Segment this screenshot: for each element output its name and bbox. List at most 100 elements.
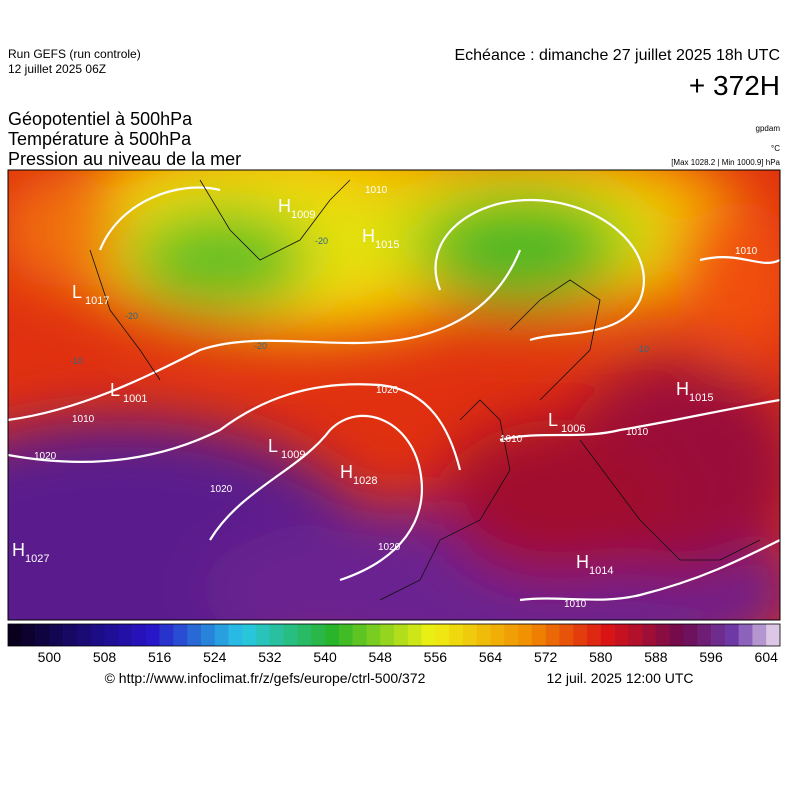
colorbar-swatch xyxy=(338,624,353,646)
colorbar-swatch xyxy=(628,624,643,646)
colorbar-swatch xyxy=(683,624,698,646)
center-pressure: 1028 xyxy=(353,475,377,487)
colorbar-swatch xyxy=(531,624,546,646)
colorbar-swatch xyxy=(600,624,615,646)
isobar-label: 1010 xyxy=(365,185,388,196)
lead-time: + 372H xyxy=(689,70,780,101)
isobars xyxy=(8,186,780,602)
title: Géopotentiel à 500hPa xyxy=(8,109,193,129)
isobar-label: 1010 xyxy=(500,434,523,445)
colorbar-swatch xyxy=(655,624,671,646)
temperature-label: -20 xyxy=(254,341,267,351)
isobar-label: 1020 xyxy=(34,451,57,462)
center-letter: H xyxy=(12,540,25,560)
colorbar-tick-label: 604 xyxy=(755,649,779,665)
colorbar-swatch xyxy=(49,624,64,646)
title: Température à 500hPa xyxy=(8,129,192,149)
center-pressure: 1027 xyxy=(25,553,49,565)
colorbar-swatch xyxy=(435,624,450,646)
colorbar-tick-label: 508 xyxy=(93,649,117,665)
colorbar-swatch xyxy=(35,624,50,646)
isobar-label: 1020 xyxy=(376,385,399,396)
colorbar-swatch xyxy=(421,624,436,646)
colorbar-swatch xyxy=(201,624,216,646)
colorbar-swatch xyxy=(311,624,326,646)
colorbar-tick-label: 596 xyxy=(699,649,723,665)
colorbar-swatch xyxy=(173,624,188,646)
colorbar-tick-label: 588 xyxy=(644,649,668,665)
center-pressure: 1015 xyxy=(375,239,399,251)
isobar-label: 1010 xyxy=(564,599,587,610)
colorbar-swatch xyxy=(90,624,105,646)
map xyxy=(8,170,780,620)
center-letter: H xyxy=(576,552,589,572)
source: © http://www.infoclimat.fr/z/gefs/europe… xyxy=(105,670,426,686)
colorbar-swatch xyxy=(394,624,409,646)
colorbar-swatch xyxy=(145,624,160,646)
colorbar-swatch xyxy=(573,624,588,646)
colorbar-frame xyxy=(7,623,781,647)
colorbar-swatch xyxy=(297,624,312,646)
temperature-label: -10 xyxy=(636,344,649,354)
colorbar-swatch xyxy=(642,624,657,646)
colorbar-swatch xyxy=(269,624,285,646)
center-letter: H xyxy=(278,196,291,216)
colorbar-swatch xyxy=(118,624,133,646)
colorbar-swatch xyxy=(545,624,560,646)
center-letter: H xyxy=(340,462,353,482)
center-letter: L xyxy=(110,380,120,400)
footer-date: 12 juil. 2025 12:00 UTC xyxy=(546,670,693,686)
center-pressure: 1001 xyxy=(123,393,147,405)
colorbar-swatch xyxy=(490,624,505,646)
colorbar-tick-label: 516 xyxy=(148,649,172,665)
colorbar-swatch xyxy=(214,624,229,646)
center-letter: H xyxy=(362,226,375,246)
colorbar-tick-label: 572 xyxy=(534,649,558,665)
colorbar-swatch xyxy=(187,624,202,646)
temperature-label: -20 xyxy=(315,236,328,246)
center-pressure: 1015 xyxy=(689,392,713,404)
colorbar-swatch xyxy=(766,624,781,646)
center-pressure: 1009 xyxy=(281,449,305,461)
colorbar-swatch xyxy=(559,624,574,646)
center-letter: L xyxy=(548,410,558,430)
colorbar-swatch xyxy=(614,624,629,646)
colorbar-swatch xyxy=(366,624,381,646)
colorbar-swatch xyxy=(104,624,119,646)
colorbar-swatch xyxy=(724,624,739,646)
colorbar-tick-label: 556 xyxy=(424,649,448,665)
colorbar-swatch xyxy=(669,624,684,646)
valid-time: Echéance : dimanche 27 juillet 2025 18h … xyxy=(454,47,780,64)
colorbar-swatch xyxy=(711,624,726,646)
colorbar-tick-label: 540 xyxy=(313,649,337,665)
colorbar-tick-label: 532 xyxy=(258,649,282,665)
colorbar-swatch xyxy=(159,624,174,646)
temperature-label: -10 xyxy=(70,356,83,366)
isobar-label: 1020 xyxy=(378,542,401,553)
colorbar-tick-label: 580 xyxy=(589,649,613,665)
colorbar-swatch xyxy=(738,624,753,646)
run-date: 12 juillet 2025 06Z xyxy=(8,62,106,76)
coastlines xyxy=(89,179,761,601)
colorbar-swatch xyxy=(256,624,271,646)
colorbar-swatch xyxy=(587,624,602,646)
run-label: Run GEFS (run controle) xyxy=(8,47,141,61)
colorbar-swatch xyxy=(462,624,478,646)
colorbar-swatch xyxy=(76,624,92,646)
center-pressure: 1014 xyxy=(589,565,613,577)
center-pressure: 1009 xyxy=(291,209,315,221)
center-letter: L xyxy=(72,282,82,302)
colorbar-swatch xyxy=(697,624,712,646)
colorbar-tick-label: 564 xyxy=(479,649,503,665)
colorbar-swatch xyxy=(8,624,23,646)
colorbar-swatch xyxy=(518,624,533,646)
colorbar-tick-label: 548 xyxy=(369,649,393,665)
map-frame xyxy=(7,169,781,621)
isobar-label: 1010 xyxy=(626,427,649,438)
unit-label: °C xyxy=(771,144,780,153)
colorbar-swatch xyxy=(352,624,367,646)
title: Pression au niveau de la mer xyxy=(8,149,241,169)
colorbar-swatch xyxy=(380,624,395,646)
center-letter: H xyxy=(676,379,689,399)
